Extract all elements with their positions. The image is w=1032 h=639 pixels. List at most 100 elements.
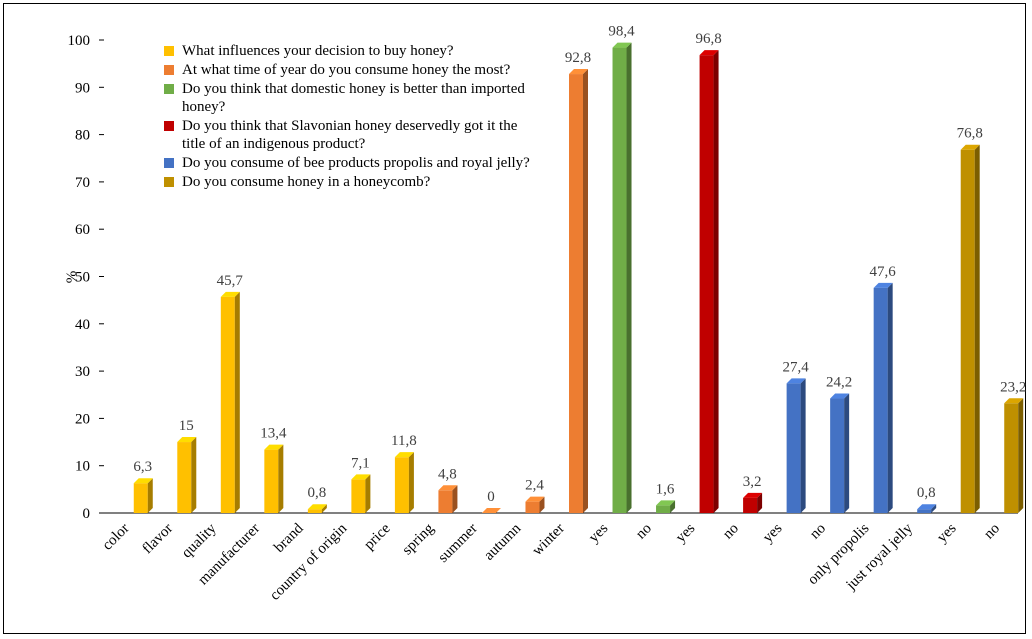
legend-label: What influences your decision to buy hon… bbox=[182, 43, 454, 59]
x-tick-label: quality bbox=[179, 520, 220, 561]
legend-label: Do you consume honey in a honeycomb? bbox=[182, 174, 431, 190]
legend-label: At what time of year do you consume hone… bbox=[182, 62, 511, 78]
legend-swatch bbox=[164, 121, 174, 131]
bar-side bbox=[539, 496, 545, 513]
y-axis-label: % bbox=[64, 271, 80, 284]
bar-front bbox=[1004, 403, 1019, 513]
bar-side bbox=[844, 393, 850, 513]
bar-side bbox=[191, 437, 197, 513]
bar-front bbox=[569, 74, 583, 513]
bar-front bbox=[133, 483, 148, 513]
legend-swatch bbox=[164, 177, 174, 187]
bar bbox=[786, 378, 806, 513]
bar-top bbox=[438, 485, 458, 491]
data-label: 6,3 bbox=[133, 459, 152, 475]
bar-top bbox=[786, 378, 806, 384]
bar bbox=[569, 69, 588, 513]
bar bbox=[743, 492, 763, 513]
bar bbox=[220, 291, 240, 513]
bar-side bbox=[321, 504, 327, 513]
bar bbox=[830, 393, 850, 513]
data-label: 0 bbox=[487, 489, 495, 505]
bar-top bbox=[743, 492, 763, 498]
bar-side bbox=[147, 478, 153, 513]
data-label: 98,4 bbox=[608, 24, 635, 40]
bar-front bbox=[220, 296, 235, 513]
bar bbox=[525, 496, 545, 513]
bar bbox=[394, 452, 414, 513]
data-label: 47,6 bbox=[870, 264, 897, 280]
bar-top bbox=[133, 478, 153, 484]
bar-top bbox=[873, 282, 893, 288]
x-tick-label: no bbox=[720, 521, 742, 543]
x-tick-label: autumn bbox=[481, 520, 524, 563]
data-label: 13,4 bbox=[260, 426, 287, 442]
data-label: 1,6 bbox=[656, 481, 675, 497]
y-tick-label: 70 bbox=[75, 175, 90, 191]
y-tick-label: 0 bbox=[83, 506, 91, 522]
bar-front bbox=[873, 287, 888, 513]
x-tick-label: yes bbox=[934, 520, 960, 546]
x-tick-label: no bbox=[981, 521, 1003, 543]
x-tick-label: country of origin bbox=[267, 520, 351, 604]
y-tick-label: 90 bbox=[75, 80, 90, 96]
bar-side bbox=[757, 492, 763, 513]
bar bbox=[656, 500, 676, 513]
bar-top bbox=[569, 69, 588, 75]
bar-side bbox=[583, 69, 588, 513]
legend-entry: Do you consume honey in a honeycomb? bbox=[164, 173, 544, 191]
y-tick-label: 80 bbox=[75, 128, 90, 144]
bar-front bbox=[960, 149, 975, 513]
bar-top bbox=[612, 42, 632, 48]
legend-entry: Do you think that Slavonian honey deserv… bbox=[164, 117, 544, 153]
legend-label: Do you consume of bee products propolis … bbox=[182, 155, 530, 171]
data-label: 0,8 bbox=[307, 485, 326, 501]
data-label: 2,4 bbox=[525, 478, 544, 494]
bar-top bbox=[656, 500, 676, 506]
x-tick-label: no bbox=[807, 521, 829, 543]
bar-front bbox=[264, 449, 279, 513]
data-label: 92,8 bbox=[565, 50, 591, 66]
data-label: 24,2 bbox=[826, 375, 852, 391]
bar-top bbox=[699, 50, 719, 56]
data-label: 45,7 bbox=[217, 273, 244, 289]
bar-side bbox=[452, 485, 458, 513]
data-label: 23,2 bbox=[1000, 379, 1026, 395]
bar-side bbox=[1018, 398, 1024, 513]
legend-swatch bbox=[164, 65, 174, 75]
bar-front bbox=[525, 501, 540, 513]
bar-top bbox=[220, 291, 240, 297]
bar-front bbox=[917, 509, 932, 513]
legend-swatch bbox=[164, 46, 174, 56]
bar-front bbox=[699, 55, 714, 514]
x-tick-label: brand bbox=[271, 520, 307, 556]
bar-side bbox=[931, 504, 937, 513]
bar-front bbox=[743, 497, 758, 513]
y-tick-label: 20 bbox=[75, 411, 90, 427]
bar-top bbox=[917, 504, 937, 510]
x-tick-label: spring bbox=[399, 520, 437, 558]
bar bbox=[873, 282, 893, 513]
bar bbox=[307, 504, 327, 513]
bar-front bbox=[394, 457, 409, 513]
x-tick-label: summer bbox=[435, 521, 480, 566]
bar bbox=[612, 42, 632, 514]
bar-top bbox=[177, 437, 197, 443]
y-tick-label: 60 bbox=[75, 222, 90, 238]
bar-side bbox=[974, 144, 980, 513]
x-tick-label: color bbox=[99, 521, 132, 554]
bar bbox=[351, 474, 371, 513]
legend-entry: Do you think that domestic honey is bett… bbox=[164, 80, 544, 116]
bar-side bbox=[670, 500, 676, 513]
bar bbox=[133, 478, 153, 513]
bar-side bbox=[408, 452, 414, 513]
frame bbox=[3, 3, 1026, 634]
data-label: 7,1 bbox=[351, 455, 370, 471]
bar-top bbox=[307, 504, 327, 510]
legend-entry: Do you consume of bee products propolis … bbox=[164, 154, 544, 172]
bar bbox=[177, 437, 197, 513]
y-tick-label: 40 bbox=[75, 317, 90, 333]
legend: What influences your decision to buy hon… bbox=[164, 42, 544, 192]
bar bbox=[699, 50, 719, 514]
x-tick-label: winter bbox=[529, 521, 567, 559]
